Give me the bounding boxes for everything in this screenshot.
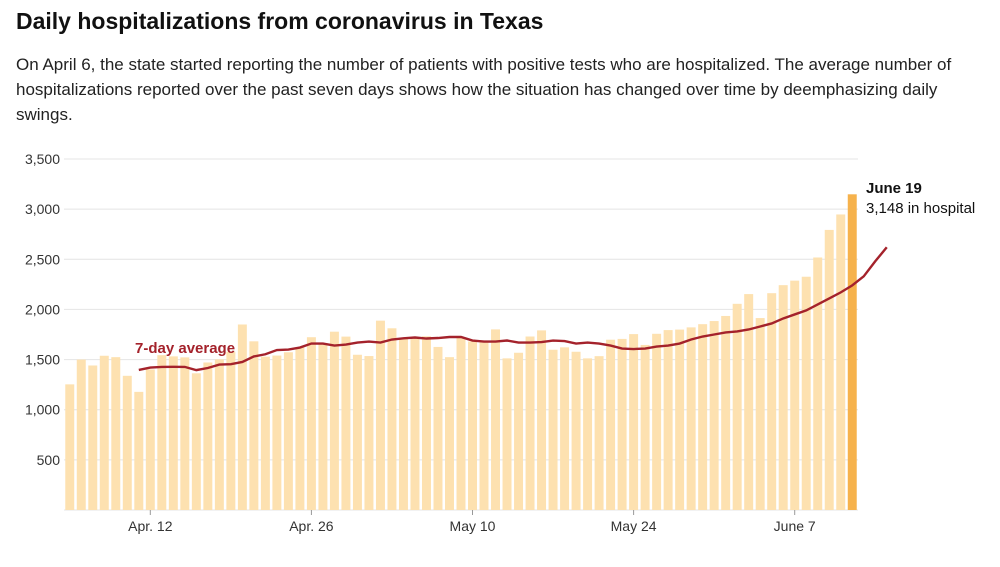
bar: [421, 336, 431, 510]
bar: [617, 338, 627, 510]
y-axis-ticks: 500 1,000 1,500 2,000 2,500 3,000 3,500: [25, 151, 60, 468]
bar: [640, 344, 650, 510]
bar: [226, 351, 236, 510]
bar: [583, 358, 593, 510]
bar: [744, 294, 754, 510]
bar: [214, 359, 224, 510]
bar: [122, 375, 132, 510]
bar: [813, 257, 823, 510]
bar: [732, 303, 742, 510]
seven-day-average-line: [138, 246, 888, 372]
bar: [629, 334, 639, 510]
bar: [283, 352, 293, 510]
bar: [398, 337, 408, 510]
y-tick-label: 3,500: [25, 151, 60, 167]
bar: [686, 327, 696, 510]
bars: [65, 194, 857, 511]
x-tick-label: Apr. 12: [128, 518, 173, 534]
bar: [594, 356, 604, 510]
bar: [652, 333, 662, 510]
bar: [76, 359, 86, 510]
bar: [203, 362, 213, 510]
bar: [479, 341, 489, 510]
bar: [721, 315, 731, 510]
bar: [295, 347, 305, 510]
y-tick-label: 2,500: [25, 251, 60, 267]
average-line-label: 7-day average: [135, 340, 235, 357]
bar: [410, 337, 420, 510]
bar: [168, 356, 178, 510]
bar: [260, 356, 270, 510]
bar: [145, 369, 155, 510]
bar: [352, 354, 362, 510]
bar: [537, 330, 547, 510]
bar: [801, 276, 811, 510]
x-tick-label: Apr. 26: [289, 518, 334, 534]
bar: [364, 356, 374, 510]
bar: [237, 324, 247, 510]
x-tick-label: June 7: [774, 518, 816, 534]
bar: [548, 349, 558, 510]
bar: [502, 358, 512, 510]
bar: [329, 331, 339, 510]
latest-value-annotation: 3,148 in hospital: [866, 200, 975, 217]
bar: [134, 391, 144, 510]
bar: [663, 330, 673, 510]
bar: [755, 318, 765, 510]
bar: [836, 214, 846, 510]
bar: [318, 343, 328, 510]
bar: [790, 280, 800, 510]
bar: [99, 355, 109, 510]
bar: [778, 285, 788, 510]
bar: [514, 352, 524, 510]
bar: [675, 329, 685, 510]
bar: [606, 339, 616, 510]
bar: [468, 341, 477, 510]
bar: [560, 347, 570, 510]
x-tick-label: May 24: [611, 518, 657, 534]
bar: [341, 336, 351, 510]
bar: [847, 194, 857, 510]
x-tick-label: May 10: [450, 518, 496, 534]
chart-subtitle: On April 6, the state started reporting …: [16, 55, 952, 124]
bar: [88, 365, 98, 510]
bar: [387, 328, 397, 510]
y-tick-label: 3,000: [25, 201, 60, 217]
y-tick-label: 1,500: [25, 352, 60, 368]
bar: [824, 229, 834, 511]
bar: [571, 351, 581, 510]
bar: [375, 320, 385, 510]
bar: [111, 357, 121, 510]
chart-title: Daily hospitalizations from coronavirus …: [16, 8, 544, 34]
bar: [249, 341, 259, 510]
bar: [157, 355, 167, 510]
bar: [180, 357, 190, 510]
bar: [698, 324, 708, 510]
bar: [65, 384, 75, 510]
bar: [491, 329, 501, 510]
y-tick-label: 2,000: [25, 301, 60, 317]
bar: [433, 346, 443, 510]
bar: [767, 293, 777, 510]
bar: [525, 336, 535, 510]
x-axis-ticks: Apr. 12 Apr. 26 May 10 May 24 June 7: [128, 510, 816, 534]
bar: [456, 337, 466, 510]
y-tick-label: 500: [37, 452, 61, 468]
bar: [306, 337, 316, 510]
average-line-layer: [138, 246, 888, 372]
bar: [191, 373, 201, 510]
latest-date-annotation: June 19: [866, 180, 922, 197]
bar: [709, 321, 719, 510]
bar: [272, 355, 282, 510]
y-tick-label: 1,000: [25, 402, 60, 418]
bar: [445, 357, 454, 510]
